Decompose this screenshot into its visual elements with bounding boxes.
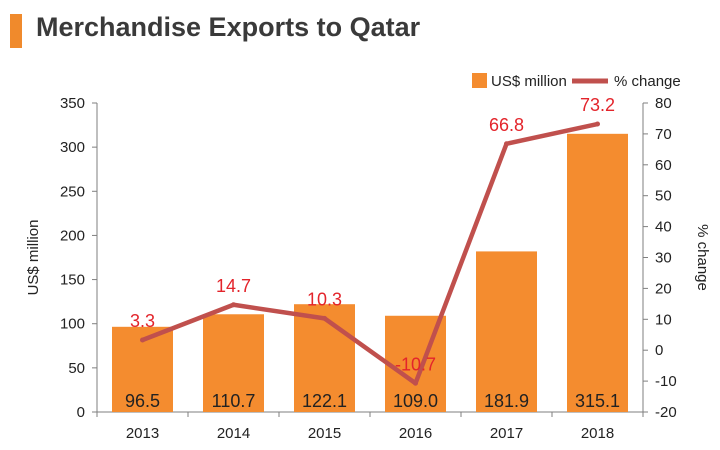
bar-value-label: 315.1	[575, 391, 620, 411]
chart-title: Merchandise Exports to Qatar	[36, 12, 421, 42]
line-point	[595, 121, 600, 127]
line-value-label: 73.2	[580, 95, 615, 115]
line-value-labels: 3.3 14.7 10.3 -10.7 66.8 73.2	[130, 95, 615, 374]
bar-value-label: 96.5	[125, 391, 160, 411]
line-value-label: 14.7	[216, 276, 251, 296]
left-tick-label: 300	[60, 139, 85, 156]
left-tick-label: 50	[68, 360, 85, 377]
bar	[476, 251, 537, 412]
legend-bar-swatch	[472, 73, 487, 88]
x-tick-label: 2018	[581, 425, 614, 442]
right-tick-label: -20	[655, 404, 677, 421]
chart-axes: 0 50 100 150 200 250 300 350 -20 -10 0 10 20 30 40 50 60…	[25, 95, 711, 442]
bar	[294, 304, 355, 412]
line-point	[413, 380, 418, 386]
legend-line-label: % change	[614, 73, 681, 90]
x-tick-label: 2017	[490, 425, 523, 442]
bar-value-label: 122.1	[302, 391, 347, 411]
line-value-label: 66.8	[489, 115, 524, 135]
left-tick-label: 350	[60, 95, 85, 112]
right-tick-label: 70	[655, 126, 672, 143]
line-path	[140, 121, 600, 386]
title-accent-bar	[10, 14, 22, 48]
right-tick-label: 50	[655, 188, 672, 205]
x-tick-label: 2016	[399, 425, 432, 442]
right-tick-label: 20	[655, 280, 672, 297]
bar	[567, 133, 628, 413]
bar-value-labels: 96.5 110.7 122.1 109.0 181.9 315.1	[125, 391, 620, 411]
bar-value-label: 110.7	[212, 391, 256, 411]
right-tick-label: 30	[655, 250, 672, 267]
right-tick-label: 40	[655, 219, 672, 236]
right-tick-label: 60	[655, 157, 672, 174]
x-tick-label: 2014	[217, 425, 250, 442]
bar-value-label: 109.0	[393, 391, 438, 411]
line-point	[322, 315, 327, 321]
x-tick-label: 2013	[126, 425, 159, 442]
left-tick-label: 0	[77, 404, 85, 421]
line-point	[231, 302, 236, 308]
legend-bar-label: US$ million	[491, 73, 567, 90]
legend: US$ million % change	[472, 73, 681, 90]
left-tick-label: 100	[60, 316, 85, 333]
left-tick-label: 200	[60, 227, 85, 244]
right-tick-label: 80	[655, 95, 672, 112]
y-axis-title-right: % change	[694, 224, 711, 291]
bar	[203, 314, 264, 412]
right-tick-label: 10	[655, 311, 672, 328]
left-tick-label: 150	[60, 272, 85, 289]
x-tick-label: 2015	[308, 425, 341, 442]
line-point	[140, 337, 145, 343]
y-axis-title: US$ million	[25, 220, 42, 296]
bar-value-label: 181.9	[484, 391, 529, 411]
line-value-label: 3.3	[130, 311, 155, 331]
line-value-label: -10.7	[395, 354, 436, 374]
line-value-label: 10.3	[307, 289, 342, 309]
bar-series	[112, 133, 628, 413]
right-tick-label: -10	[655, 373, 677, 390]
right-tick-label: 0	[655, 342, 663, 359]
line-series	[140, 121, 600, 386]
left-tick-label: 250	[60, 183, 85, 200]
line-point	[504, 141, 509, 147]
